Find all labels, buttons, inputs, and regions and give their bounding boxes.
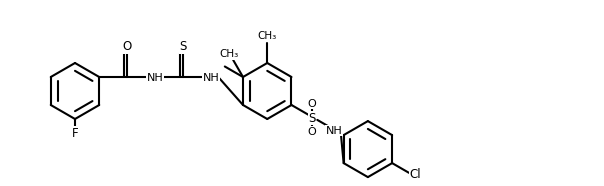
Text: O: O — [307, 99, 316, 109]
Text: O: O — [123, 40, 132, 53]
Text: O: O — [307, 127, 316, 137]
Text: CH₃: CH₃ — [220, 49, 239, 59]
Text: F: F — [72, 127, 79, 140]
Text: NH: NH — [326, 126, 342, 135]
Text: NH: NH — [147, 73, 164, 83]
Text: Cl: Cl — [409, 168, 421, 181]
Text: CH₃: CH₃ — [258, 31, 277, 41]
Text: NH: NH — [203, 73, 220, 83]
Text: S: S — [179, 40, 187, 53]
Text: S: S — [309, 112, 316, 125]
